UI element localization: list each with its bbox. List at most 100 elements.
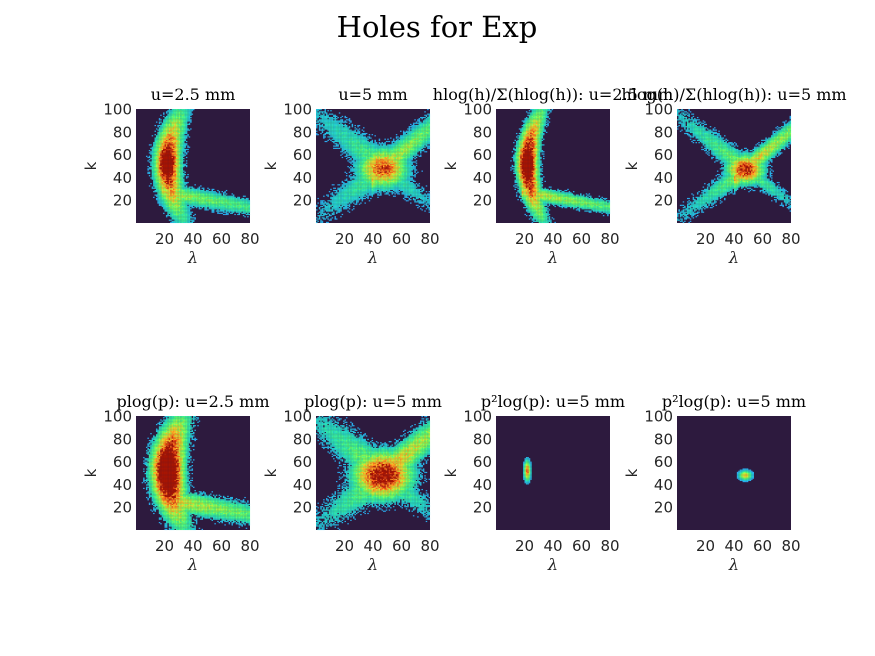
heatmap-cell — [190, 193, 192, 195]
heatmap-cell — [148, 155, 151, 157]
heatmap-cell — [334, 119, 336, 121]
heatmap-cell — [168, 146, 171, 148]
heatmap-cell — [170, 143, 172, 145]
heatmap-cell — [177, 118, 179, 120]
heatmap-cell — [181, 152, 184, 154]
heatmap-cell — [375, 146, 378, 148]
heatmap-cell — [165, 187, 168, 189]
heatmap-cell — [174, 181, 176, 184]
heatmap-cell — [175, 217, 178, 219]
heatmap-cell — [338, 112, 341, 114]
heatmap-cell — [173, 131, 175, 133]
heatmap-cell — [215, 208, 218, 210]
heatmap-cell — [160, 127, 162, 129]
heatmap-cell — [347, 160, 349, 162]
heatmap-cell — [165, 155, 168, 157]
heatmap-cell — [344, 139, 346, 141]
heatmap-cell — [343, 139, 345, 141]
heatmap-cell — [334, 204, 336, 206]
heatmap-cell — [153, 154, 155, 156]
heatmap-cell — [240, 204, 242, 206]
heatmap-cell — [334, 130, 336, 132]
heatmap-cell — [375, 151, 378, 153]
heatmap-cell — [345, 132, 348, 135]
heatmap-cell — [248, 208, 251, 210]
heatmap-cell — [328, 200, 331, 202]
heatmap-cell — [327, 121, 329, 123]
heatmap-cell — [158, 158, 161, 160]
heatmap-cell — [338, 211, 341, 213]
heatmap-cell — [174, 175, 176, 177]
heatmap-cell — [170, 148, 172, 151]
heatmap-cell — [155, 181, 158, 184]
heatmap-cell — [160, 193, 162, 195]
heatmap-cell — [183, 135, 185, 137]
heatmap-cell — [232, 208, 235, 210]
heatmap-cell — [328, 136, 331, 138]
heatmap-cell — [371, 181, 374, 184]
heatmap-cell — [183, 210, 185, 212]
heatmap-cell — [316, 217, 318, 219]
heatmap-cell — [183, 111, 185, 113]
heatmap-cell — [165, 197, 168, 200]
heatmap-cell — [181, 168, 184, 170]
heatmap-cell — [170, 181, 172, 184]
heatmap-cell — [184, 137, 186, 139]
heatmap-cell — [193, 207, 195, 209]
heatmap-cell — [153, 169, 155, 171]
heatmap-cell — [325, 128, 328, 130]
heatmap-cell — [160, 196, 162, 198]
heatmap-cell — [175, 132, 178, 135]
heatmap-cell — [364, 152, 366, 154]
heatmap-cell — [178, 109, 181, 111]
heatmap-cell — [161, 156, 164, 159]
heatmap-cell — [222, 200, 225, 202]
heatmap-cell — [355, 202, 358, 204]
heatmap-cell — [174, 205, 176, 208]
heatmap-cell — [360, 189, 362, 192]
heatmap-cell — [177, 130, 179, 132]
heatmap-cell — [351, 147, 354, 149]
heatmap-cell — [155, 194, 158, 196]
heatmap-cell — [373, 162, 375, 164]
heatmap-cell — [341, 143, 344, 145]
heatmap-cell — [222, 195, 225, 197]
heatmap-cell — [334, 114, 336, 116]
heatmap-cell — [165, 210, 168, 212]
heatmap-cell — [351, 136, 354, 138]
heatmap-cell — [194, 201, 196, 203]
heatmap-cell — [221, 204, 223, 206]
heatmap-cell — [181, 162, 184, 164]
heatmap-cell — [351, 146, 354, 148]
heatmap-cell — [365, 139, 368, 141]
heatmap-cell — [347, 128, 349, 130]
heatmap-cell — [374, 169, 376, 171]
heatmap-cell — [168, 204, 171, 206]
heatmap-cell — [161, 199, 164, 201]
heatmap-cell — [173, 194, 175, 196]
heatmap-cell — [157, 126, 159, 128]
heatmap-cell — [153, 187, 155, 189]
heatmap-cell — [211, 201, 214, 203]
heatmap-cell — [177, 124, 179, 127]
heatmap-cell — [341, 120, 344, 122]
heatmap-cell — [334, 134, 336, 136]
heatmap-cell — [175, 155, 178, 157]
heatmap-cell — [158, 153, 161, 155]
heatmap-cell — [161, 145, 164, 147]
heatmap-cell — [190, 186, 192, 188]
heatmap-cell — [210, 191, 212, 193]
heatmap-cell — [333, 114, 335, 116]
heatmap-cell — [173, 167, 175, 169]
heatmap-cell — [167, 169, 169, 171]
heatmap-cell — [181, 194, 184, 196]
heatmap-cell — [185, 185, 188, 187]
heatmap-cell — [234, 197, 236, 200]
heatmap-cell — [174, 121, 176, 123]
heatmap-cell — [163, 171, 165, 173]
heatmap-cell — [224, 195, 226, 197]
heatmap-cell — [174, 197, 176, 200]
heatmap-cell — [184, 128, 186, 130]
heatmap-cell — [180, 176, 182, 178]
heatmap-cell — [208, 196, 211, 198]
